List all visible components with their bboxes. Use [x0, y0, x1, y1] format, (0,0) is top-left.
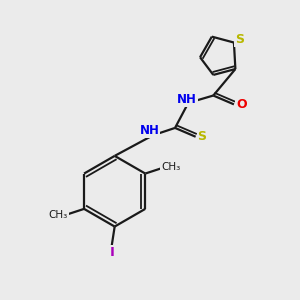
- Text: O: O: [236, 98, 247, 111]
- Text: CH₃: CH₃: [49, 210, 68, 220]
- Text: NH: NH: [140, 124, 159, 137]
- Text: NH: NH: [177, 93, 197, 106]
- Text: I: I: [109, 246, 114, 259]
- Text: CH₃: CH₃: [161, 162, 181, 172]
- Text: S: S: [235, 33, 244, 46]
- Text: S: S: [198, 130, 207, 143]
